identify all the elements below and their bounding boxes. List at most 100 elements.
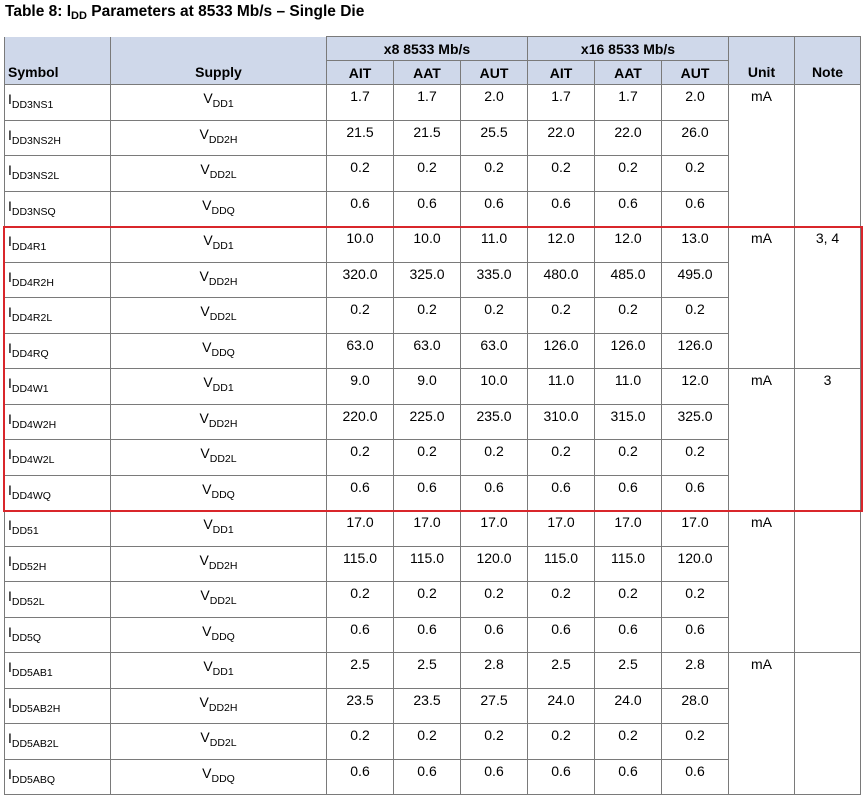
supply-subscript: DDQ	[211, 630, 235, 643]
symbol-cell: IDD5Q	[4, 616, 111, 653]
value-cell: 126.0	[594, 332, 662, 369]
symbol-cell: IDD52H	[4, 545, 111, 582]
supply-main: V	[199, 693, 209, 710]
value-cell: 0.2	[326, 439, 394, 476]
value-cell: 17.0	[326, 510, 394, 547]
supply-cell: VDD1	[110, 226, 327, 263]
supply-main: V	[200, 161, 210, 177]
value-cell: 335.0	[460, 261, 528, 298]
value-cell: 0.2	[460, 439, 528, 476]
supply-main: V	[200, 445, 210, 461]
value-cell: 2.0	[460, 84, 528, 121]
supply-cell: VDDQ	[110, 474, 327, 511]
unit-cell: mA	[728, 84, 795, 227]
value-cell: 0.6	[393, 190, 461, 227]
table-row: IDD4WQ VDDQ 0.6 0.6 0.6 0.6 0.6 0.6	[4, 474, 861, 511]
supply-cell: VDD2H	[110, 687, 327, 724]
value-cell: 0.2	[326, 723, 394, 760]
supply-main: V	[199, 125, 209, 142]
value-cell: 63.0	[460, 332, 528, 369]
symbol-main: I	[8, 517, 12, 533]
table-caption: Table 8: IDD Parameters at 8533 Mb/s – S…	[5, 3, 364, 22]
symbol-cell: IDD5AB2L	[4, 723, 111, 760]
value-cell: 10.0	[326, 226, 394, 263]
header-x16-aut: AUT	[661, 60, 729, 85]
value-cell: 0.2	[393, 155, 461, 192]
supply-cell: VDD1	[110, 84, 327, 121]
value-cell: 0.6	[527, 616, 595, 653]
value-cell: 0.2	[527, 723, 595, 760]
symbol-cell: IDD5ABQ	[4, 758, 111, 795]
supply-main: V	[203, 658, 213, 674]
value-cell: 21.5	[393, 119, 461, 156]
value-cell: 0.2	[393, 439, 461, 476]
value-cell: 0.6	[460, 474, 528, 511]
value-cell: 120.0	[661, 545, 729, 582]
value-cell: 2.0	[661, 84, 729, 121]
supply-cell: VDD2L	[110, 723, 327, 760]
header-row-groups: x8 8533 Mb/s x16 8533 Mb/s	[4, 36, 861, 61]
header-empty-symbol	[4, 36, 111, 61]
caption-subscript: DD	[71, 10, 87, 22]
value-cell: 23.5	[393, 687, 461, 724]
value-cell: 22.0	[527, 119, 595, 156]
symbol-cell: IDD5AB1	[4, 652, 111, 689]
header-empty-supply	[110, 36, 327, 61]
value-cell: 63.0	[393, 332, 461, 369]
header-x16-ait: AIT	[527, 60, 595, 85]
value-cell: 10.0	[460, 368, 528, 405]
value-cell: 0.6	[661, 758, 729, 795]
value-cell: 235.0	[460, 403, 528, 440]
symbol-cell: IDD4WQ	[4, 474, 111, 511]
supply-subscript: DD1	[212, 240, 234, 252]
value-cell: 0.2	[661, 581, 729, 618]
supply-main: V	[202, 764, 212, 781]
unit-cell: mA	[728, 652, 795, 795]
symbol-main: I	[8, 126, 12, 143]
value-cell: 0.2	[393, 581, 461, 618]
value-cell: 2.5	[527, 652, 595, 689]
symbol-subscript: DD4R2L	[11, 312, 53, 324]
symbol-cell: IDD4R1	[4, 226, 111, 263]
table-row: IDD4W2L VDD2L 0.2 0.2 0.2 0.2 0.2 0.2	[4, 439, 861, 476]
supply-cell: VDDQ	[110, 190, 327, 227]
supply-main: V	[202, 622, 212, 639]
unit-cell: mA	[728, 226, 795, 369]
supply-subscript: DD1	[212, 524, 234, 536]
value-cell: 11.0	[594, 368, 662, 405]
value-cell: 0.6	[527, 190, 595, 227]
supply-cell: VDD2H	[110, 119, 327, 156]
value-cell: 9.0	[393, 368, 461, 405]
value-cell: 22.0	[594, 119, 662, 156]
supply-cell: VDDQ	[110, 616, 327, 653]
supply-main: V	[199, 409, 209, 426]
value-cell: 115.0	[393, 545, 461, 582]
value-cell: 0.6	[460, 758, 528, 795]
value-cell: 480.0	[527, 261, 595, 298]
value-cell: 225.0	[393, 403, 461, 440]
supply-subscript: DDQ	[211, 488, 235, 501]
value-cell: 11.0	[527, 368, 595, 405]
value-cell: 120.0	[460, 545, 528, 582]
header-x8-group: x8 8533 Mb/s	[326, 36, 528, 61]
supply-subscript: DD2H	[208, 417, 238, 430]
symbol-subscript: DD4R2H	[11, 276, 54, 289]
value-cell: 17.0	[460, 510, 528, 547]
symbol-subscript: DD5AB1	[11, 667, 53, 679]
table-row: IDD3NS1 VDD1 1.7 1.7 2.0 1.7 1.7 2.0 mA	[4, 84, 861, 227]
symbol-main: I	[8, 410, 12, 427]
value-cell: 310.0	[527, 403, 595, 440]
value-cell: 2.5	[594, 652, 662, 689]
value-cell: 0.2	[326, 581, 394, 618]
table-row: IDD5Q VDDQ 0.6 0.6 0.6 0.6 0.6 0.6	[4, 616, 861, 653]
header-x16-aat: AAT	[594, 60, 662, 85]
value-cell: 2.8	[661, 652, 729, 689]
header-x8-aat: AAT	[393, 60, 461, 85]
table-row: IDD51 VDD1 17.0 17.0 17.0 17.0 17.0 17.0 mA	[4, 510, 861, 653]
symbol-cell: IDD3NSQ	[4, 190, 111, 227]
symbol-cell: IDD4R2L	[4, 297, 111, 334]
caption-prefix: Table 8: I	[5, 3, 72, 20]
supply-cell: VDD2H	[110, 261, 327, 298]
symbol-subscript: DD4W2L	[11, 454, 55, 466]
table-row: IDD4W2H VDD2H 220.0 225.0 235.0 310.0 315.0 325…	[4, 403, 861, 440]
